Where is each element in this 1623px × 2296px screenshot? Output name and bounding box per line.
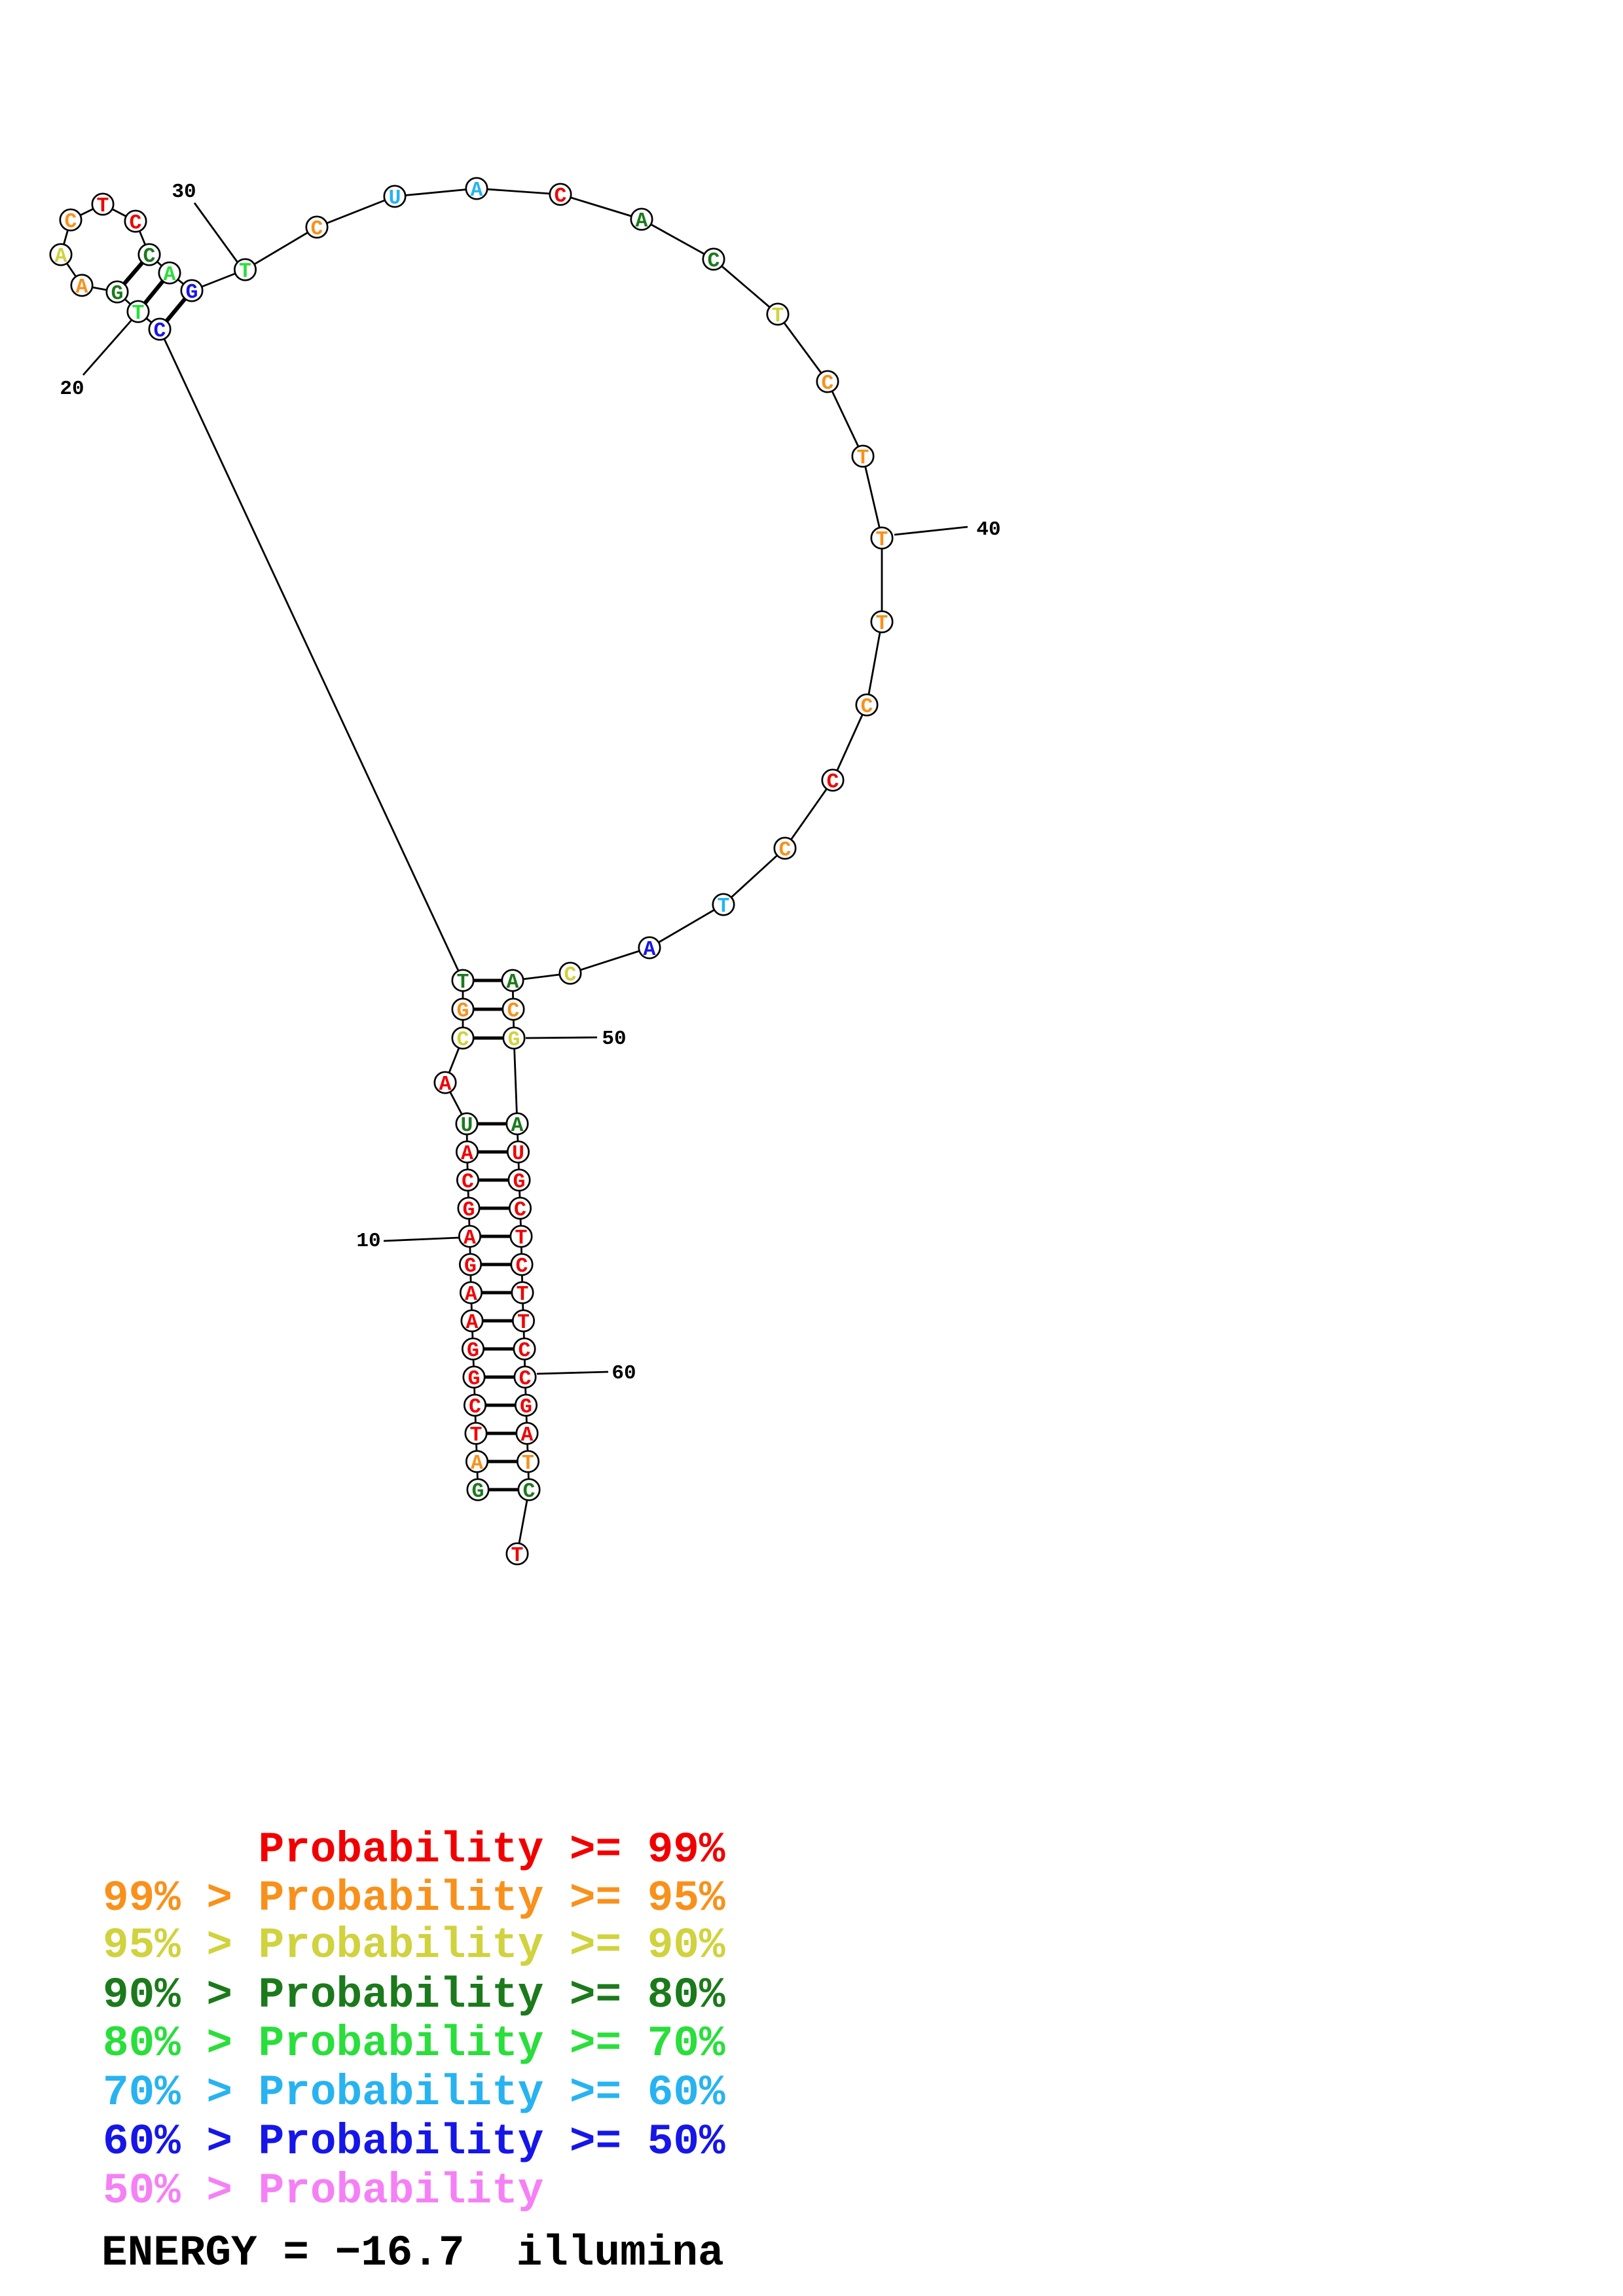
svg-text:90% > Probability >= 80%: 90% > Probability >= 80%	[103, 1971, 725, 2020]
svg-text:A: A	[439, 1073, 452, 1096]
svg-text:U: U	[512, 1143, 524, 1166]
svg-text:G: G	[463, 1199, 475, 1222]
svg-text:A: A	[636, 210, 648, 233]
svg-text:G: G	[186, 281, 198, 304]
svg-text:C: C	[462, 1171, 474, 1194]
svg-text:U: U	[461, 1115, 473, 1138]
svg-text:T: T	[876, 529, 888, 552]
svg-text:C: C	[507, 1000, 520, 1023]
svg-text:T: T	[515, 1227, 528, 1250]
svg-text:60% > Probability >= 50%: 60% > Probability >= 50%	[103, 2117, 725, 2166]
svg-text:20: 20	[60, 378, 84, 401]
svg-text:G: G	[472, 1480, 484, 1503]
svg-text:95% > Probability >= 90%: 95% > Probability >= 90%	[103, 1921, 725, 1970]
svg-text:A: A	[164, 264, 176, 287]
svg-text:A: A	[464, 1227, 476, 1250]
svg-text:T: T	[876, 613, 888, 636]
svg-text:40: 40	[976, 518, 1000, 541]
svg-text:G: G	[467, 1340, 479, 1363]
svg-text:T: T	[718, 895, 730, 918]
svg-text:T: T	[772, 305, 784, 328]
svg-text:C: C	[514, 1199, 526, 1222]
svg-text:T: T	[522, 1452, 534, 1475]
svg-text:T: T	[97, 195, 109, 218]
svg-text:ENERGY = −16.7 illumina: ENERGY = −16.7 illumina	[101, 2229, 724, 2278]
svg-text:A: A	[466, 1312, 479, 1335]
svg-text:C: C	[708, 250, 720, 273]
svg-text:50: 50	[602, 1028, 626, 1050]
svg-text:C: C	[779, 839, 792, 862]
svg-text:G: G	[464, 1255, 477, 1278]
svg-text:G: G	[468, 1368, 481, 1391]
svg-text:A: A	[55, 245, 67, 268]
svg-text:50% > Probability: 50% > Probability	[103, 2166, 543, 2215]
svg-text:U: U	[389, 187, 401, 210]
svg-text:G: G	[508, 1029, 520, 1052]
svg-text:C: C	[469, 1396, 481, 1419]
svg-text:C: C	[861, 696, 873, 719]
svg-text:A: A	[644, 939, 656, 961]
svg-text:C: C	[519, 1368, 532, 1391]
svg-text:C: C	[519, 1340, 531, 1363]
svg-text:G: G	[513, 1171, 526, 1194]
svg-text:T: T	[470, 1424, 483, 1447]
svg-text:A: A	[471, 179, 483, 202]
svg-text:C: C	[822, 372, 834, 395]
svg-text:A: A	[511, 1115, 524, 1138]
svg-text:C: C	[523, 1480, 536, 1503]
svg-text:70% > Probability >= 60%: 70% > Probability >= 60%	[103, 2068, 725, 2117]
svg-text:C: C	[555, 185, 567, 208]
svg-text:A: A	[461, 1143, 473, 1166]
svg-text:A: A	[465, 1283, 477, 1306]
svg-text:T: T	[511, 1545, 524, 1568]
svg-text:T: T	[517, 1283, 529, 1306]
svg-text:C: C	[311, 218, 323, 241]
svg-text:C: C	[827, 771, 839, 794]
svg-text:T: T	[517, 1312, 530, 1335]
svg-text:A: A	[521, 1424, 534, 1447]
svg-text:99% > Probability >= 95%: 99% > Probability >= 95%	[103, 1874, 725, 1923]
svg-text:T: T	[857, 447, 869, 470]
svg-text:C: C	[516, 1255, 528, 1278]
svg-text:G: G	[457, 1000, 469, 1023]
svg-text:10: 10	[356, 1230, 380, 1253]
svg-text:80% > Probability >= 70%: 80% > Probability >= 70%	[103, 2019, 725, 2068]
svg-text:60: 60	[611, 1362, 636, 1385]
svg-text:T: T	[457, 971, 469, 994]
svg-text:C: C	[143, 245, 156, 268]
svg-text:T: T	[132, 302, 145, 325]
svg-text:T: T	[239, 260, 251, 283]
svg-text:C: C	[154, 320, 166, 343]
svg-text:G: G	[111, 283, 124, 306]
svg-text:C: C	[130, 212, 142, 235]
svg-text:G: G	[520, 1396, 532, 1419]
svg-text:30: 30	[172, 181, 196, 204]
svg-text:A: A	[507, 971, 519, 994]
svg-text:C: C	[564, 964, 577, 987]
svg-text:C: C	[457, 1029, 469, 1052]
svg-text:A: A	[76, 276, 88, 299]
svg-text:Probability >= 99%: Probability >= 99%	[259, 1825, 725, 1874]
svg-text:C: C	[65, 211, 77, 234]
svg-text:A: A	[471, 1452, 483, 1475]
